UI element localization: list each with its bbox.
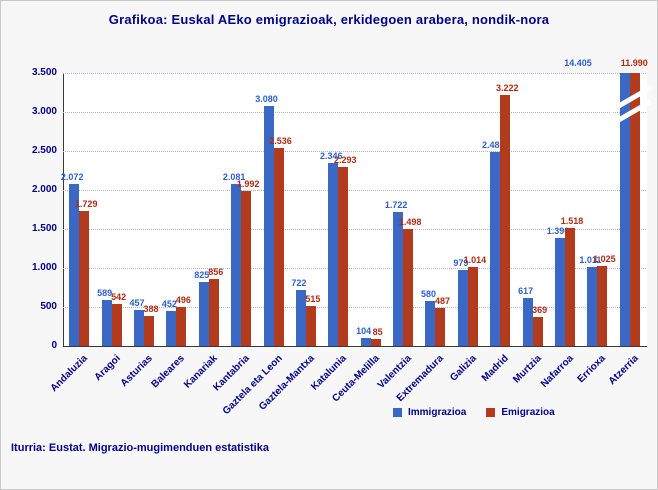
value-label: 856 bbox=[208, 267, 224, 278]
bar-emigrazioa bbox=[241, 190, 252, 346]
value-label: 487 bbox=[434, 296, 450, 306]
value-label: 825 bbox=[194, 269, 210, 280]
y-axis-tick-label: 500 bbox=[40, 301, 57, 312]
value-label: 3.222 bbox=[495, 82, 519, 93]
value-label: 1.722 bbox=[384, 199, 408, 210]
value-label: 515 bbox=[305, 293, 321, 304]
value-label: 2.072 bbox=[60, 172, 84, 183]
bar-emigrazioa bbox=[208, 279, 219, 346]
bar-immigrazioa bbox=[133, 310, 144, 346]
bar-emigrazioa bbox=[532, 317, 543, 346]
y-axis-tick-label: 0 bbox=[51, 340, 57, 351]
value-label: 1.014 bbox=[463, 254, 487, 265]
bar-immigrazioa bbox=[619, 73, 630, 346]
value-label: 580 bbox=[420, 288, 436, 299]
bar-emigrazioa bbox=[176, 307, 187, 346]
gridline bbox=[63, 150, 646, 152]
source-note: Iturria: Eustat. Migrazio-mugimenduen es… bbox=[11, 442, 269, 454]
y-axis-tick-label: 3.500 bbox=[31, 67, 57, 78]
value-label: 542 bbox=[111, 291, 127, 302]
legend: Immigrazioa Emigrazioa bbox=[393, 407, 569, 418]
bar-immigrazioa bbox=[263, 105, 274, 346]
value-label: 2.346 bbox=[320, 151, 343, 161]
bar-emigrazioa bbox=[467, 266, 478, 346]
value-label: 2.485 bbox=[481, 140, 505, 151]
bar-emigrazioa bbox=[338, 167, 349, 346]
value-label: 1.992 bbox=[236, 178, 260, 189]
bar-emigrazioa bbox=[370, 339, 381, 346]
y-axis-tick-label: 1.500 bbox=[31, 223, 57, 234]
bar-immigrazioa bbox=[393, 211, 404, 346]
bar-immigrazioa bbox=[555, 237, 566, 346]
gridline bbox=[63, 267, 646, 269]
bar-emigrazioa bbox=[111, 303, 122, 346]
value-label: 104 bbox=[356, 325, 372, 336]
value-label: 979 bbox=[453, 257, 469, 268]
value-label: 14.405 bbox=[564, 58, 592, 68]
bar-immigrazioa bbox=[295, 289, 306, 346]
bar-immigrazioa bbox=[587, 267, 598, 346]
value-label: 388 bbox=[143, 303, 159, 314]
bar-immigrazioa bbox=[166, 310, 177, 346]
value-label: 3.080 bbox=[255, 93, 278, 104]
plot-background bbox=[63, 73, 647, 347]
value-label: 85 bbox=[372, 327, 383, 338]
value-label: 1.518 bbox=[560, 215, 584, 226]
bar-immigrazioa bbox=[425, 300, 436, 346]
gridline bbox=[63, 306, 646, 308]
bar-immigrazioa bbox=[198, 281, 209, 346]
value-label: 589 bbox=[97, 288, 113, 299]
legend-label-emigrazioa: Emigrazioa bbox=[501, 407, 555, 418]
bar-immigrazioa bbox=[490, 152, 501, 346]
bar-emigrazioa bbox=[629, 73, 640, 346]
bar-emigrazioa bbox=[403, 229, 414, 346]
bar-emigrazioa bbox=[597, 266, 608, 346]
y-axis-tick-label: 3.000 bbox=[31, 106, 57, 117]
value-label: 452 bbox=[161, 298, 177, 309]
value-label: 617 bbox=[518, 285, 534, 296]
value-label: 2.536 bbox=[269, 136, 292, 147]
bar-immigrazioa bbox=[101, 300, 112, 346]
value-label: 2.081 bbox=[222, 171, 246, 182]
bar-immigrazioa bbox=[69, 184, 80, 346]
gridline bbox=[63, 111, 646, 113]
bar-emigrazioa bbox=[143, 315, 154, 346]
y-axis-tick-label: 2.500 bbox=[31, 145, 57, 156]
bar-emigrazioa bbox=[79, 211, 90, 346]
value-label: 1.011 bbox=[579, 255, 602, 266]
y-axis-tick-label: 2.000 bbox=[31, 184, 57, 195]
bar-immigrazioa bbox=[328, 163, 339, 346]
bar-emigrazioa bbox=[273, 148, 284, 346]
legend-swatch-emigrazioa bbox=[486, 408, 496, 417]
value-label: 11.990 bbox=[620, 58, 648, 68]
y-axis-tick-label: 1.000 bbox=[31, 262, 57, 273]
value-label: 1.390 bbox=[546, 225, 570, 236]
value-label: 1.025 bbox=[593, 254, 616, 265]
gridline bbox=[63, 72, 646, 74]
value-label: 369 bbox=[532, 305, 548, 316]
value-label: 1.729 bbox=[74, 199, 98, 210]
value-label: 496 bbox=[175, 295, 191, 306]
value-label: 722 bbox=[291, 277, 307, 288]
bar-emigrazioa bbox=[305, 305, 316, 346]
gridline bbox=[63, 228, 646, 230]
bar-immigrazioa bbox=[522, 297, 533, 346]
gridline bbox=[63, 189, 646, 191]
bar-immigrazioa bbox=[360, 337, 371, 346]
bar-immigrazioa bbox=[457, 269, 468, 346]
value-label: 2.293 bbox=[334, 155, 357, 166]
chart-title: Grafikoa: Euskal AEko emigrazioak, erkid… bbox=[108, 12, 550, 27]
bar-emigrazioa bbox=[565, 227, 576, 346]
value-label: 1.498 bbox=[398, 217, 422, 228]
bar-emigrazioa bbox=[500, 94, 511, 346]
value-label: 457 bbox=[129, 298, 145, 309]
bar-immigrazioa bbox=[231, 183, 242, 346]
bar-emigrazioa bbox=[435, 308, 446, 346]
legend-swatch-immigrazioa bbox=[393, 408, 402, 417]
legend-label-immigrazioa: Immigrazioa bbox=[408, 407, 467, 418]
